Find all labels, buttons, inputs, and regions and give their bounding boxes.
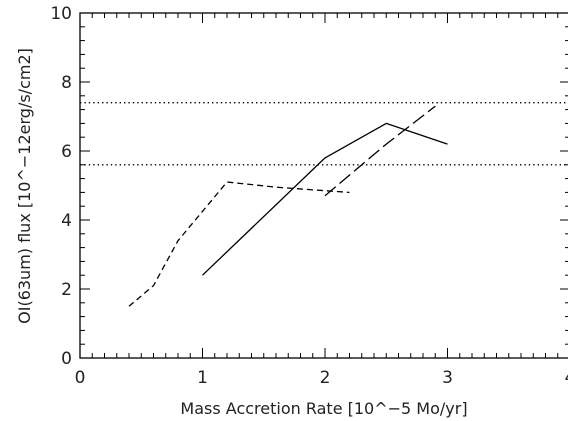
x-tick-label: 1 bbox=[197, 368, 208, 388]
data-series bbox=[128, 105, 448, 307]
x-tick-label: 3 bbox=[442, 368, 453, 388]
x-axis-title: Mass Accretion Rate [10^−5 Mo/yr] bbox=[180, 399, 467, 418]
x-tick-label: 4 bbox=[565, 368, 568, 388]
series-line-dashed bbox=[128, 181, 350, 307]
y-tick-label: 10 bbox=[50, 4, 72, 24]
y-tick-label: 4 bbox=[61, 211, 72, 231]
major-ticks bbox=[79, 12, 568, 359]
reference-lines bbox=[80, 101, 568, 166]
y-axis-title: OI(63um) flux [10^−12erg/s/cm2] bbox=[15, 48, 34, 324]
y-tick-label: 2 bbox=[61, 280, 72, 300]
tick-labels: 0 1 2 3 4 0 2 4 6 8 10 bbox=[50, 4, 568, 388]
series-line-solid bbox=[202, 122, 448, 276]
series-line-long-dashed bbox=[324, 105, 436, 197]
y-tick-label: 6 bbox=[61, 142, 72, 162]
plot-frame bbox=[79, 12, 568, 359]
y-tick-label: 0 bbox=[61, 349, 72, 369]
x-tick-label: 2 bbox=[320, 368, 331, 388]
x-tick-label: 0 bbox=[75, 368, 86, 388]
y-tick-label: 8 bbox=[61, 73, 72, 93]
minor-ticks bbox=[79, 12, 568, 359]
